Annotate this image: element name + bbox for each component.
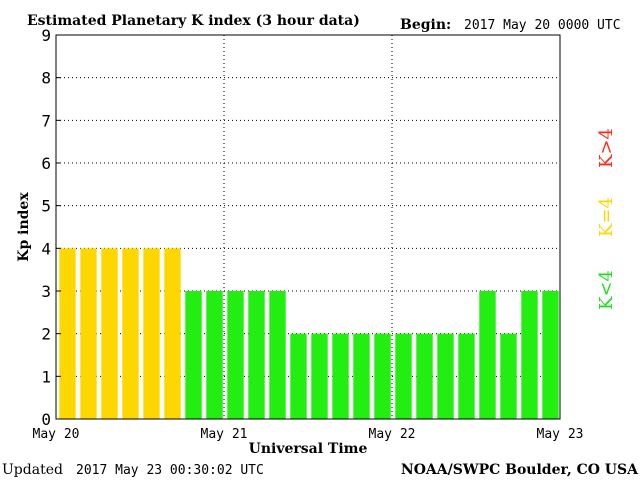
kp-bar [500, 333, 517, 419]
kp-bar [59, 248, 76, 419]
kp-bar [80, 248, 97, 419]
y-tick-label: 1 [41, 367, 51, 386]
kp-bar [374, 333, 391, 419]
begin-value: 2017 May 20 0000 UTC [464, 18, 621, 33]
kp-bar [122, 248, 139, 419]
legend-k-below-4: K<4 [596, 270, 617, 310]
x-axis-label: Universal Time [249, 441, 368, 457]
y-tick-label: 4 [41, 239, 51, 258]
x-tick-label: May 20 [33, 427, 80, 442]
bars [59, 248, 559, 419]
x-tick-label: May 23 [537, 427, 584, 442]
chart-title: Estimated Planetary K index (3 hour data… [27, 13, 360, 29]
kp-bar [458, 333, 475, 419]
kp-bar [332, 333, 349, 419]
plot-area: 0 1 2 3 4 5 6 7 8 9 May 20 May 21 May 22 May 23 [33, 26, 584, 442]
y-tick-label: 2 [41, 325, 51, 344]
x-tick-label: May 21 [201, 427, 248, 442]
y-tick-label: 5 [41, 197, 51, 216]
y-tick-label: 3 [41, 282, 51, 301]
plot-frame [55, 34, 561, 420]
kp-bar [542, 291, 559, 419]
y-tick-label: 6 [41, 154, 51, 173]
x-tick-labels: May 20 May 21 May 22 May 23 [33, 427, 584, 442]
kp-bar [185, 291, 202, 419]
y-tick-label: 0 [41, 410, 51, 429]
source-credit: NOAA/SWPC Boulder, CO USA [401, 462, 639, 478]
updated-value: 2017 May 23 00:30:02 UTC [76, 463, 264, 478]
kp-bar [227, 291, 244, 419]
kp-bar [269, 291, 286, 419]
kp-bar [206, 291, 223, 419]
kp-bar [479, 291, 496, 419]
legend-k-above-4: K>4 [596, 128, 617, 168]
kp-bar [143, 248, 160, 419]
y-tick-label: 9 [41, 26, 51, 45]
x-tick-label: May 22 [369, 427, 416, 442]
y-tick-label: 8 [41, 69, 51, 88]
kp-bar [311, 333, 328, 419]
y-tick-label: 7 [41, 111, 51, 130]
kp-bar [101, 248, 118, 419]
y-tick-labels: 0 1 2 3 4 5 6 7 8 9 [41, 26, 61, 429]
kp-bar [395, 333, 412, 419]
kp-bar [416, 333, 433, 419]
legend-k-equal-4: K=4 [596, 197, 617, 237]
updated-label: Updated [2, 462, 63, 478]
kp-bar [248, 291, 265, 419]
kp-bar [353, 333, 370, 419]
kp-bar [437, 333, 454, 419]
kp-bar [290, 333, 307, 419]
kp-bar [521, 291, 538, 419]
begin-label: Begin: [400, 17, 451, 33]
kp-bar [164, 248, 181, 419]
y-axis-label: Kp index [16, 192, 32, 262]
